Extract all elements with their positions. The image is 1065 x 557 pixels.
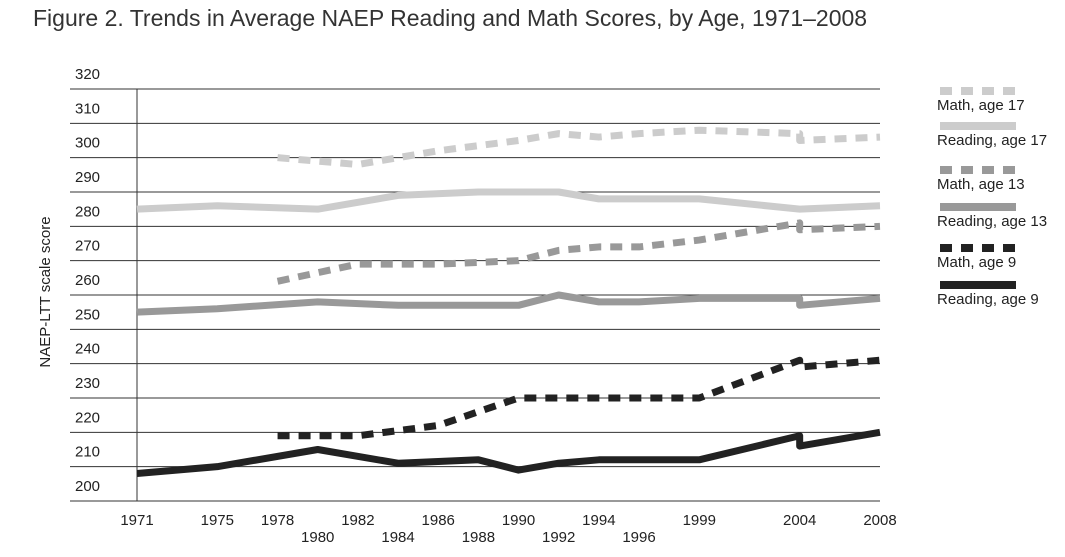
chart-title: Figure 2. Trends in Average NAEP Reading… bbox=[33, 5, 867, 31]
x-tick-label: 1971 bbox=[120, 512, 153, 529]
legend-label: Reading, age 17 bbox=[937, 132, 1047, 149]
x-tick-label: 1994 bbox=[582, 512, 615, 529]
legend-label: Math, age 17 bbox=[937, 97, 1025, 114]
x-tick-label: 1996 bbox=[622, 529, 655, 546]
legend-label: Math, age 13 bbox=[937, 176, 1025, 193]
legend-label: Math, age 9 bbox=[937, 254, 1016, 271]
legend-label: Reading, age 9 bbox=[937, 291, 1039, 308]
series-line bbox=[277, 356, 881, 440]
x-tick-label: 1978 bbox=[261, 512, 294, 529]
y-tick-label: 280 bbox=[75, 203, 100, 220]
legend-label: Reading, age 13 bbox=[937, 213, 1047, 230]
x-tick-label: 1999 bbox=[683, 512, 716, 529]
y-axis-title: NAEP-LTT scale score bbox=[37, 216, 54, 367]
series-line bbox=[136, 291, 881, 316]
y-tick-label: 290 bbox=[75, 169, 100, 186]
y-tick-label: 210 bbox=[75, 444, 100, 461]
y-tick-label: 200 bbox=[75, 478, 100, 495]
y-tick-label: 320 bbox=[75, 66, 100, 83]
series-line bbox=[136, 188, 881, 213]
y-tick-label: 300 bbox=[75, 135, 100, 152]
x-tick-label: 1986 bbox=[422, 512, 455, 529]
y-tick-label: 270 bbox=[75, 238, 100, 255]
series-line bbox=[276, 219, 881, 285]
y-tick-label: 260 bbox=[75, 272, 100, 289]
x-tick-label: 1984 bbox=[381, 529, 414, 546]
y-tick-label: 310 bbox=[75, 100, 100, 117]
y-tick-label: 250 bbox=[75, 306, 100, 323]
x-tick-label: 1980 bbox=[301, 529, 334, 546]
y-tick-label: 220 bbox=[75, 409, 100, 426]
y-tick-label: 230 bbox=[75, 375, 100, 392]
y-tick-label: 240 bbox=[75, 341, 100, 358]
series-line bbox=[277, 126, 881, 169]
x-tick-label: 1982 bbox=[341, 512, 374, 529]
series-line bbox=[136, 428, 881, 478]
x-tick-label: 1990 bbox=[502, 512, 535, 529]
x-tick-label: 2008 bbox=[863, 512, 896, 529]
x-tick-label: 2004 bbox=[783, 512, 816, 529]
x-tick-label: 1992 bbox=[542, 529, 575, 546]
x-tick-label: 1975 bbox=[201, 512, 234, 529]
x-tick-label: 1988 bbox=[462, 529, 495, 546]
